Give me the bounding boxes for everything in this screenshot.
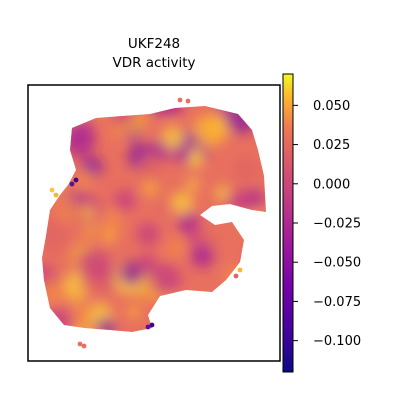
activity-region: [99, 208, 124, 232]
activity-region: [143, 181, 158, 196]
spot-marker: [73, 177, 79, 183]
activity-region: [174, 145, 192, 163]
activity-region: [170, 191, 194, 215]
spot-marker: [49, 187, 55, 193]
colorbar-tick-label: 0.000: [313, 177, 350, 192]
activity-region: [74, 169, 95, 189]
colorbar-tick-label: −0.050: [313, 256, 361, 271]
colorbar-gradient: [282, 73, 294, 373]
activity-region: [95, 317, 116, 332]
activity-region: [83, 223, 98, 238]
activity-region: [51, 273, 64, 286]
spot-marker: [81, 343, 87, 349]
colorbar-tick-label: 0.050: [313, 99, 350, 114]
spot-marker: [237, 267, 243, 273]
colorbar-tick-label: −0.025: [313, 217, 361, 232]
colorbar-tick-label: −0.075: [313, 295, 361, 310]
activity-region: [77, 248, 110, 281]
activity-region: [186, 228, 202, 244]
activity-region: [155, 200, 171, 216]
activity-region: [102, 228, 117, 243]
activity-region: [190, 243, 215, 268]
spot-marker: [53, 192, 59, 198]
activity-region: [215, 185, 230, 201]
chart-title-line1: UKF248: [128, 36, 180, 52]
activity-region: [186, 177, 200, 191]
activity-region: [80, 205, 97, 221]
activity-region: [233, 155, 260, 183]
colorbar-tick-label: 0.025: [313, 138, 350, 153]
colorbar-tick-label: −0.100: [313, 334, 361, 349]
activity-region: [150, 263, 182, 295]
activity-region: [161, 126, 185, 150]
spot-marker: [77, 341, 83, 347]
spot-marker: [145, 324, 151, 330]
activity-region: [187, 151, 204, 168]
spot-marker: [233, 273, 239, 279]
chart-title-line2: VDR activity: [112, 55, 195, 71]
activity-region: [166, 239, 185, 258]
activity-region: [119, 261, 144, 286]
spot-marker: [69, 181, 75, 187]
activity-region: [138, 154, 163, 179]
activity-region: [138, 253, 156, 270]
colorbar: 0.050 0.025 0.000 −0.025 −0.050 −0.075 −0.100: [282, 73, 361, 373]
activity-region: [136, 222, 160, 246]
spot-marker: [177, 97, 183, 103]
activity-region: [127, 305, 141, 319]
activity-region: [56, 198, 81, 223]
activity-region: [192, 114, 226, 148]
activity-region: [113, 189, 137, 213]
spot-marker: [149, 322, 155, 328]
spot-marker: [185, 98, 191, 104]
